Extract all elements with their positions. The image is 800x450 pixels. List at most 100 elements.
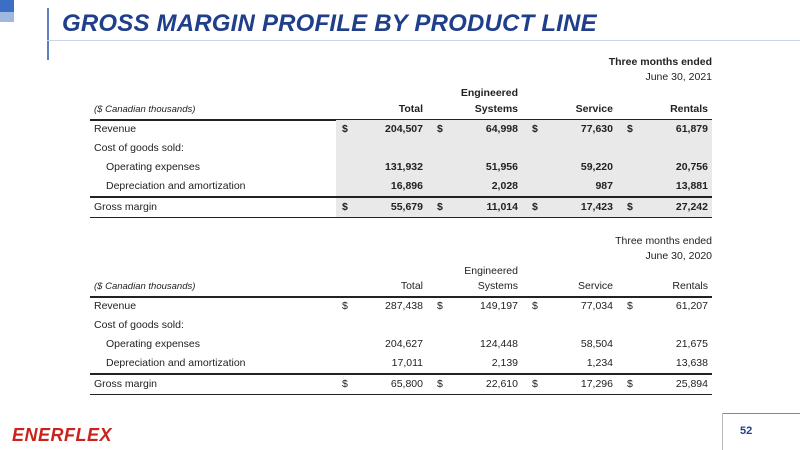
table-row: Depreciation and amortization 16,896 2,0… (90, 177, 712, 196)
page-title: GROSS MARGIN PROFILE BY PRODUCT LINE (62, 10, 597, 37)
engineered-value: 51,956 (485, 161, 518, 173)
row-label: Cost of goods sold: (94, 142, 184, 154)
page-number: 52 (740, 425, 753, 437)
table-row: Gross margin $ 55,679 $ 11,014 $ 17,423 … (90, 198, 712, 217)
period-line1: Three months ended (615, 235, 712, 247)
row-label: Gross margin (94, 378, 158, 390)
footer-vertical-divider (722, 413, 723, 450)
row-label: Depreciation and amortization (106, 357, 246, 369)
row-label: Operating expenses (106, 161, 200, 173)
total-value: 16,896 (390, 180, 423, 192)
currency-symbol: $ (532, 300, 538, 312)
currency-symbol: $ (532, 201, 538, 213)
table-row: Revenue $ 204,507 $ 64,998 $ 77,630 $ 61… (90, 120, 712, 139)
service-value: 77,630 (580, 123, 613, 135)
col-service: Service (577, 280, 613, 292)
col-total: Total (398, 103, 423, 115)
total-rule (90, 373, 712, 375)
col-total: Total (400, 280, 423, 292)
table-row: Cost of goods sold: (90, 139, 712, 158)
period-line2: June 30, 2020 (645, 250, 712, 262)
table-row: Cost of goods sold: (90, 316, 712, 335)
service-value: 59,220 (580, 161, 613, 173)
col-service: Service (575, 103, 613, 115)
header-rule (90, 296, 712, 298)
engineered-value: 2,028 (491, 180, 518, 192)
currency-symbol: $ (342, 123, 348, 135)
total-rule (90, 196, 712, 198)
table-row: Revenue $ 287,438 $ 149,197 $ 77,034 $ 6… (90, 297, 712, 316)
total-value: 55,679 (390, 201, 423, 213)
table-row: Gross margin $ 65,800 $ 22,610 $ 17,296 … (90, 375, 712, 394)
shaded-block (336, 198, 712, 217)
col-rentals: Rentals (672, 280, 708, 292)
shaded-block (336, 120, 712, 196)
rentals-value: 61,879 (675, 123, 708, 135)
footer-divider (722, 413, 800, 414)
period-line2: June 30, 2021 (645, 71, 712, 83)
row-label: Revenue (94, 123, 137, 135)
units-label: ($ Canadian thousands) (94, 281, 196, 292)
col-rentals: Rentals (670, 103, 708, 115)
corner-accent-light (0, 12, 14, 22)
currency-symbol: $ (627, 300, 633, 312)
engineered-value: 2,139 (491, 357, 518, 369)
rentals-value: 61,207 (675, 300, 708, 312)
corner-accent (0, 0, 14, 12)
row-label: Cost of goods sold: (94, 319, 184, 331)
currency-symbol: $ (627, 201, 633, 213)
currency-symbol: $ (437, 201, 443, 213)
bottom-rule (90, 217, 712, 218)
service-value: 1,234 (586, 357, 613, 369)
rentals-value: 21,675 (675, 338, 708, 350)
col-engineered-line2: Systems (477, 280, 518, 292)
rentals-value: 13,638 (675, 357, 708, 369)
period-line1: Three months ended (608, 56, 712, 68)
header-rule (90, 119, 712, 121)
currency-symbol: $ (627, 123, 633, 135)
row-label: Revenue (94, 300, 137, 312)
currency-symbol: $ (532, 378, 538, 390)
total-value: 204,507 (385, 123, 423, 135)
row-label: Depreciation and amortization (106, 180, 246, 192)
service-value: 987 (595, 180, 613, 192)
engineered-value: 11,014 (486, 201, 518, 213)
currency-symbol: $ (437, 123, 443, 135)
currency-symbol: $ (342, 378, 348, 390)
table-row: Operating expenses 204,627 124,448 58,50… (90, 335, 712, 354)
total-value: 131,932 (385, 161, 423, 173)
bottom-rule (90, 394, 712, 395)
col-engineered-line1: Engineered (460, 87, 518, 99)
currency-symbol: $ (342, 300, 348, 312)
table-row: Operating expenses 131,932 51,956 59,220… (90, 158, 712, 177)
col-engineered-line2: Systems (474, 103, 518, 115)
currency-symbol: $ (437, 300, 443, 312)
rentals-value: 13,881 (675, 180, 708, 192)
service-value: 58,504 (580, 338, 613, 350)
col-engineered-line1: Engineered (464, 265, 518, 277)
engineered-value: 124,448 (480, 338, 518, 350)
title-divider (47, 8, 49, 60)
total-value: 17,011 (391, 357, 423, 369)
service-value: 17,296 (580, 378, 613, 390)
rentals-value: 27,242 (675, 201, 708, 213)
row-label: Operating expenses (106, 338, 200, 350)
row-label: Gross margin (94, 201, 158, 213)
service-value: 77,034 (580, 300, 613, 312)
currency-symbol: $ (437, 378, 443, 390)
company-logo: ENERFLEX (12, 425, 113, 445)
total-value: 65,800 (390, 378, 423, 390)
total-value: 287,438 (385, 300, 423, 312)
engineered-value: 149,197 (480, 300, 518, 312)
title-underline (47, 40, 800, 41)
currency-symbol: $ (342, 201, 348, 213)
rentals-value: 20,756 (675, 161, 708, 173)
engineered-value: 64,998 (485, 123, 518, 135)
currency-symbol: $ (532, 123, 538, 135)
table-row: Depreciation and amortization 17,011 2,1… (90, 354, 712, 373)
rentals-value: 25,894 (675, 378, 708, 390)
total-value: 204,627 (385, 338, 423, 350)
units-label: ($ Canadian thousands) (94, 104, 196, 115)
engineered-value: 22,610 (485, 378, 518, 390)
service-value: 17,423 (580, 201, 613, 213)
